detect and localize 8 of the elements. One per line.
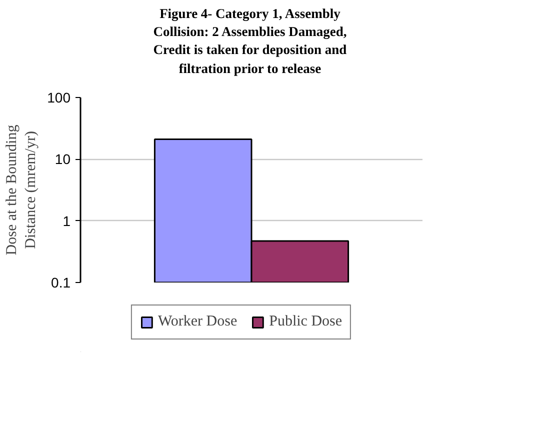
legend-label: Public Dose xyxy=(269,313,342,330)
legend-label: Worker Dose xyxy=(158,313,238,330)
y-tick-label: 10 xyxy=(54,151,71,168)
chart-title: Figure 4- Category 1, Assembly Collision: 2 Assemblies Damaged, Credit is taken for deposition and filtration prior to release xyxy=(153,5,347,78)
y-tick-label: 0.1 xyxy=(51,274,71,290)
y-axis-title: Dose at the Bounding Distance (mrem/yr) xyxy=(4,124,40,256)
y-tick-label: 100 xyxy=(47,89,71,106)
y-tick-label: 1 xyxy=(62,212,71,229)
